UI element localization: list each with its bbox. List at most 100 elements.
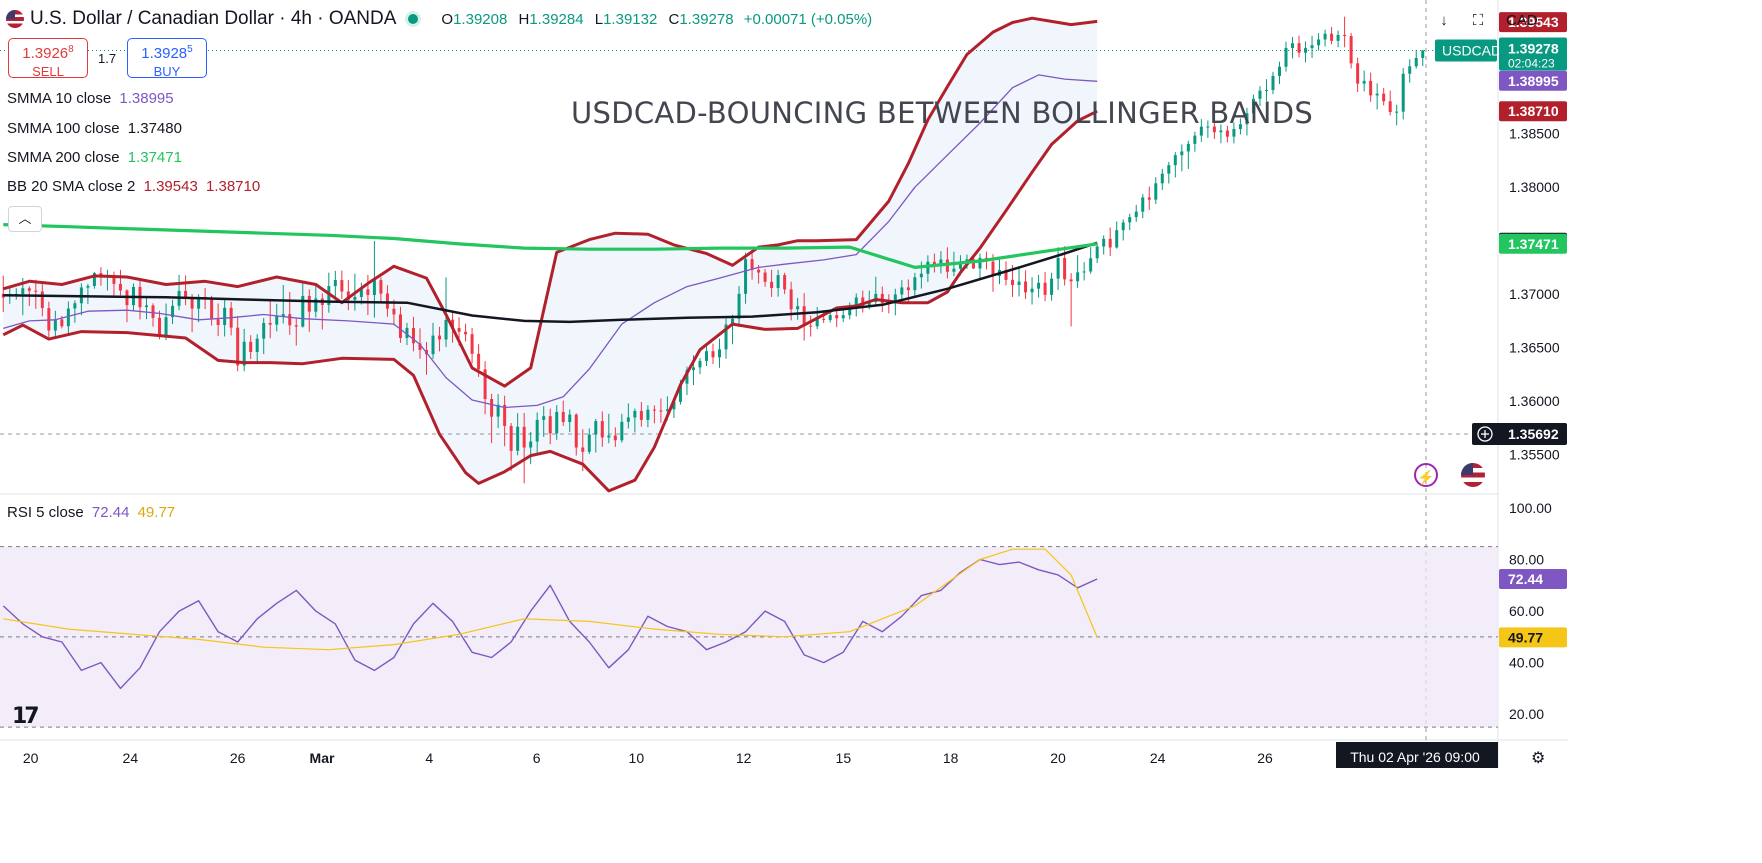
candle-body <box>444 319 448 340</box>
candle-body <box>210 299 214 320</box>
fullscreen-icon[interactable]: ⛶ <box>1472 11 1484 29</box>
smma200-line <box>3 223 1098 269</box>
candle-body <box>581 447 585 452</box>
candle-body <box>1134 211 1138 218</box>
legend-rsi[interactable]: RSI 5 close 72.44 49.77 <box>7 504 175 521</box>
buy-button[interactable]: 1.39285 BUY <box>127 38 207 79</box>
candle-body <box>659 410 663 412</box>
candle-body <box>770 281 774 289</box>
legend-smma200[interactable]: SMMA 200 close 1.37471 <box>7 149 182 166</box>
candle-body <box>1317 39 1321 46</box>
candle-body <box>1167 165 1171 174</box>
time-tick-label: 20 <box>1050 750 1066 766</box>
rsi-line <box>2 558 1098 690</box>
candle-body <box>978 257 982 269</box>
bb-lower-line <box>2 109 1098 493</box>
candle-body <box>561 411 565 423</box>
download-icon[interactable]: ↓ <box>1440 11 1448 29</box>
candle-body <box>939 259 943 266</box>
last-price-label: 1.39278 <box>1508 40 1559 56</box>
candle-body <box>1251 98 1255 114</box>
time-tick-label: 10 <box>629 750 645 766</box>
candle-body <box>750 259 754 270</box>
candle-body <box>1225 130 1229 137</box>
candle-body <box>66 308 70 327</box>
candle-body <box>1388 101 1392 112</box>
sell-button[interactable]: 1.39268 SELL <box>8 38 88 79</box>
candle-body <box>574 414 578 448</box>
candle-body <box>665 409 669 411</box>
candle-body <box>1219 130 1223 133</box>
candle-body <box>21 288 25 294</box>
sell-price: 1.3926 <box>22 45 69 62</box>
candle-body <box>874 293 878 303</box>
candle-body <box>952 268 956 272</box>
candle-body <box>86 286 90 288</box>
candle-body <box>1147 197 1151 200</box>
candle-body <box>411 328 415 344</box>
lightning-icon[interactable]: ⚡ <box>1414 463 1438 487</box>
candle-body <box>1095 246 1099 259</box>
candle-body <box>307 295 311 312</box>
candle-body <box>392 308 396 315</box>
candle-body <box>1089 258 1093 272</box>
candle-body <box>685 370 689 384</box>
currency-label: CAD <box>1506 11 1538 29</box>
time-tick-label: 26 <box>230 750 246 766</box>
price-tag-label: 1.38710 <box>1508 103 1559 119</box>
candle-body <box>1284 48 1288 67</box>
candle-body <box>633 410 637 418</box>
candle-body <box>1030 288 1034 293</box>
candle-body <box>164 317 168 336</box>
candle-body <box>724 324 728 350</box>
rsi-value-tag <box>1499 568 1567 589</box>
candle-body <box>1180 151 1184 156</box>
candle-body <box>906 287 910 291</box>
collapse-chevron-icon[interactable]: ︿ <box>8 206 42 232</box>
candle-body <box>698 360 702 368</box>
candle-body <box>1212 126 1216 133</box>
sell-price-pip: 8 <box>68 44 74 55</box>
candle-body <box>40 291 44 309</box>
candle-body <box>555 411 559 434</box>
candle-body <box>607 435 611 438</box>
currency-selector[interactable]: CAD <box>1498 6 1562 34</box>
candle-body <box>1258 90 1262 99</box>
candle-body <box>900 287 904 295</box>
price-chart[interactable]: 1.355001.360001.365001.370001.375001.380… <box>0 0 1568 768</box>
candle-body <box>1264 89 1268 91</box>
ohlc-high-key: H <box>518 10 530 28</box>
us-flag-icon[interactable] <box>1461 463 1485 487</box>
candle-body <box>1369 80 1373 96</box>
candle-body <box>470 334 474 354</box>
candle-body <box>854 297 858 308</box>
settings-gear-icon[interactable]: ⚙ <box>1531 750 1546 767</box>
price-tick-label: 1.38000 <box>1509 179 1560 195</box>
candle-body <box>490 399 494 417</box>
trading-view-logo-icon[interactable]: 17 <box>12 704 40 729</box>
candle-body <box>431 335 435 355</box>
legend-smma100-name: SMMA 100 close <box>7 120 120 137</box>
candle-body <box>1310 45 1314 49</box>
candle-body <box>1011 279 1015 286</box>
candle-body <box>1356 63 1360 84</box>
candle-body <box>151 305 155 318</box>
legend-bb[interactable]: BB 20 SMA close 2 1.39543 1.38710 <box>7 178 260 195</box>
crosshair-price-tag <box>1472 423 1567 446</box>
candle-body <box>503 404 507 427</box>
legend-smma10-name: SMMA 10 close <box>7 90 112 107</box>
candle-body <box>672 401 676 410</box>
rsi-value-label: 72.44 <box>1508 571 1543 587</box>
time-tick-label: 15 <box>836 750 852 766</box>
rsi-ma-line <box>3 548 1098 651</box>
symbol-header[interactable]: U.S. Dollar / Canadian Dollar · 4h · OAN… <box>6 6 872 32</box>
legend-smma100[interactable]: SMMA 100 close 1.37480 <box>7 120 182 137</box>
legend-smma10[interactable]: SMMA 10 close 1.38995 <box>7 90 174 107</box>
candle-body <box>1323 33 1327 40</box>
candle-body <box>678 383 682 402</box>
candle-body <box>1076 272 1080 282</box>
candle-body <box>639 410 643 420</box>
chart-annotation: USDCAD-BOUNCING BETWEEN BOLLINGER BANDS <box>571 96 1314 130</box>
time-tick-label: 24 <box>1150 750 1166 766</box>
candle-body <box>1082 271 1086 273</box>
